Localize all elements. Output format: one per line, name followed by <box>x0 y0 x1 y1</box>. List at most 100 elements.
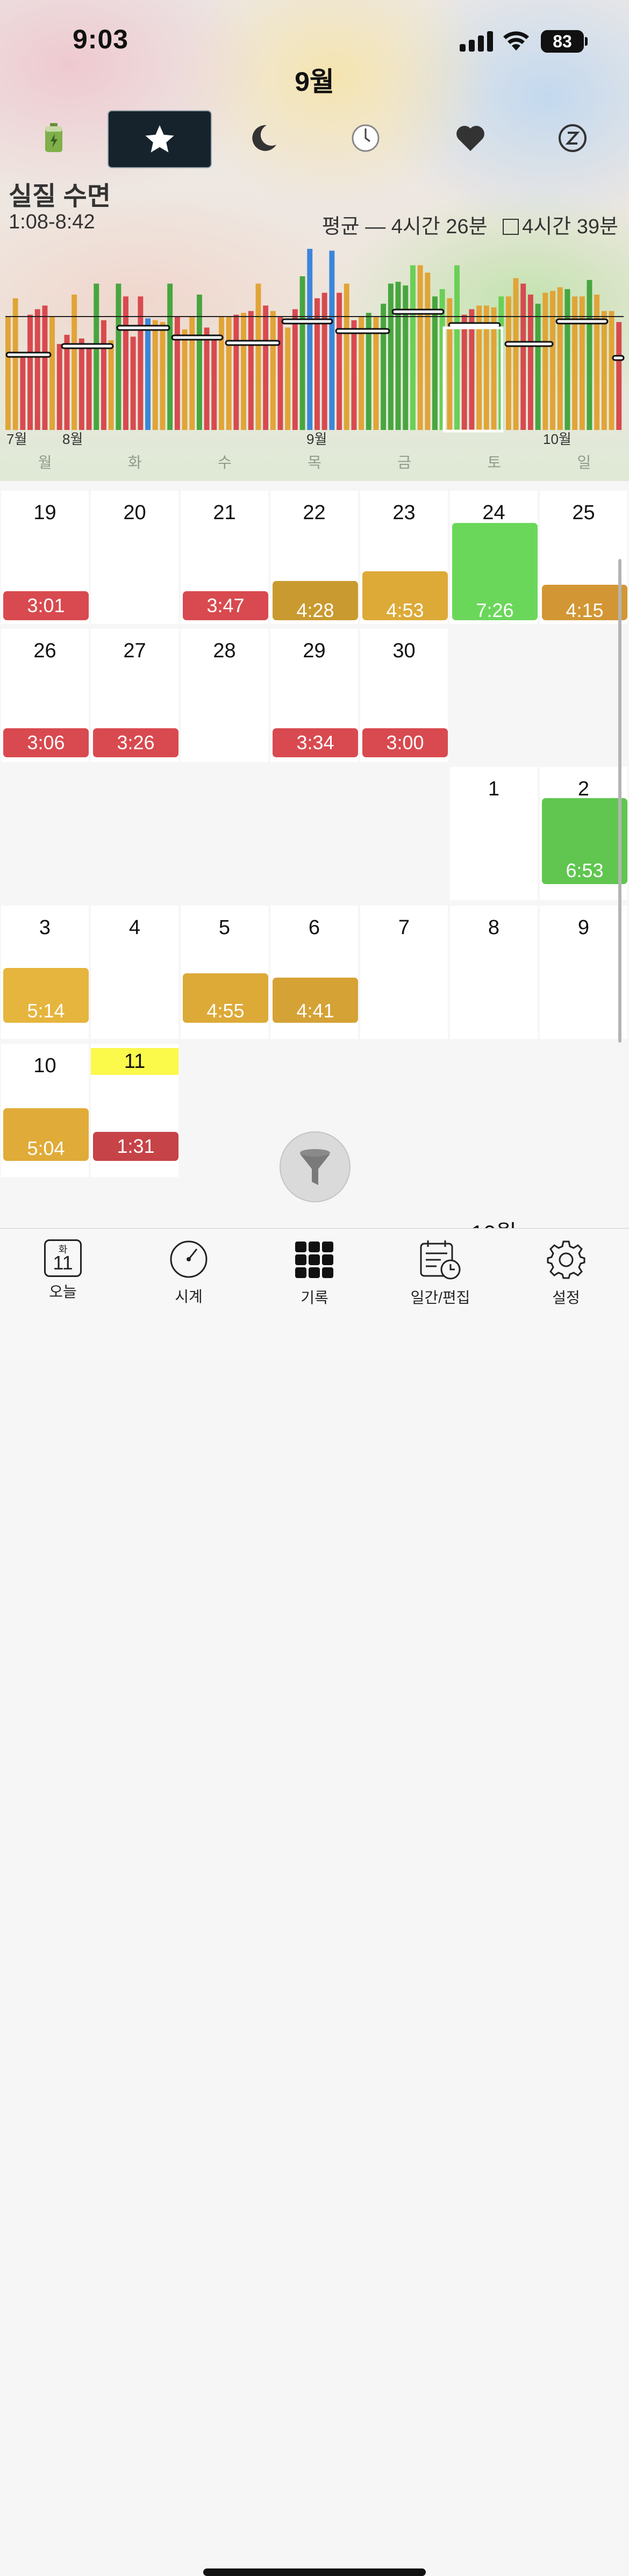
day-cell[interactable]: 29 3:34 <box>270 629 358 762</box>
chart-bar <box>197 295 202 430</box>
tab-heart[interactable] <box>419 110 521 166</box>
chart-bar <box>381 304 387 430</box>
weekly-average-marker <box>116 325 170 331</box>
day-number: 19 <box>33 501 56 524</box>
day-cell[interactable]: 3 5:14 <box>1 906 89 1039</box>
scrollbar[interactable] <box>618 559 621 1043</box>
day-cell[interactable]: 6 4:41 <box>270 906 358 1039</box>
day-cell[interactable]: 5 4:55 <box>181 906 268 1039</box>
day-number: 6 <box>308 916 320 939</box>
heart-icon <box>456 126 484 151</box>
tab-daily-edit[interactable]: 일간/편집 <box>377 1239 503 1308</box>
tab-records[interactable]: 기록 <box>252 1239 377 1308</box>
average-value: 4시간 26분 <box>391 216 488 238</box>
weekly-average-marker <box>391 308 445 315</box>
day-cell[interactable]: 21 3:47 <box>181 491 268 624</box>
tab-energy[interactable] <box>3 110 105 166</box>
chart-bar <box>395 282 401 430</box>
chart-bar <box>270 311 276 430</box>
tab-clock[interactable]: 시계 <box>126 1239 252 1307</box>
day-cell[interactable]: 22 4:28 <box>270 491 358 624</box>
calendar-clock-icon <box>420 1240 461 1280</box>
sleep-duration-bar: 4:55 <box>183 973 268 1023</box>
chart-bar <box>263 305 269 430</box>
chart-bar <box>72 295 77 430</box>
day-cell[interactable]: 28 <box>181 629 268 762</box>
chart-bar <box>64 335 70 430</box>
chart-bar <box>27 314 33 430</box>
day-cell[interactable]: 27 3:26 <box>91 629 178 762</box>
chart-bar <box>344 283 349 430</box>
weekly-average-marker <box>281 318 333 325</box>
day-cell[interactable]: 25 4:15 <box>540 491 627 624</box>
chart-bar <box>351 320 357 430</box>
chart-bar <box>78 338 84 430</box>
chart-title: 실질 수면 <box>9 182 111 211</box>
day-cell[interactable]: 4 <box>91 906 178 1039</box>
chart-bar <box>226 317 232 430</box>
chart-bar <box>528 295 533 430</box>
chart-bar <box>321 292 327 430</box>
gauge-icon <box>170 1240 208 1278</box>
day-cell[interactable]: 7 <box>360 906 448 1039</box>
chart-month-label: 7월 <box>6 431 27 446</box>
funnel-icon <box>300 1149 330 1185</box>
sleep-duration-bar: 4:53 <box>362 571 448 621</box>
day-cell[interactable]: 8 <box>450 906 538 1039</box>
chart-bar <box>56 344 62 430</box>
chart-bar <box>454 265 460 430</box>
day-number: 24 <box>482 501 505 524</box>
tab-sleep[interactable] <box>212 110 314 166</box>
day-number: 28 <box>213 640 236 662</box>
day-number: 7 <box>398 916 410 939</box>
status-time: 9:03 <box>73 24 129 54</box>
home-indicator <box>203 2568 426 2576</box>
chart-bar <box>447 298 453 430</box>
average-line-icon: — <box>365 216 386 238</box>
day-number: 22 <box>303 501 326 524</box>
tab-today-label: 오늘 <box>49 1283 77 1300</box>
sleep-chart[interactable]: 7월 8월 9월 10월 <box>0 231 629 446</box>
chart-bar <box>285 327 291 430</box>
tab-snore[interactable] <box>521 110 624 166</box>
chart-bar <box>145 318 151 430</box>
chart-bar <box>329 250 335 430</box>
sleep-duration-bar: 3:47 <box>183 591 268 620</box>
day-cell[interactable]: 26 3:06 <box>1 629 89 762</box>
day-number: 8 <box>488 916 500 939</box>
tab-clock-label: 시계 <box>175 1288 203 1305</box>
day-cell[interactable]: 24 7:26 <box>450 491 538 624</box>
chart-bar <box>277 317 283 430</box>
day-cell[interactable]: 30 3:00 <box>360 629 448 762</box>
selected-week-highlight[interactable] <box>442 326 504 433</box>
chart-bar <box>233 314 239 430</box>
filter-button[interactable] <box>280 1131 351 1202</box>
day-number: 4 <box>128 916 141 939</box>
day-cell[interactable]: 20 <box>91 491 178 624</box>
tab-today[interactable]: 화 11 오늘 <box>0 1239 126 1302</box>
day-cell[interactable]: 19 3:01 <box>1 491 89 624</box>
chart-bar <box>461 314 467 430</box>
day-cell-today[interactable]: 11 1:31 <box>91 1044 178 1177</box>
day-cell[interactable]: 23 4:53 <box>360 491 448 624</box>
chart-bar <box>12 298 18 430</box>
weekday-thu: 목 <box>308 454 321 471</box>
day-cell[interactable]: 2 6:53 <box>540 767 627 900</box>
day-cell[interactable]: 10 5:04 <box>1 1044 89 1177</box>
chart-bar <box>535 304 541 430</box>
chart-bar <box>182 329 188 430</box>
day-cell[interactable]: 9 <box>540 906 627 1039</box>
day-cell[interactable]: 1 <box>450 767 538 900</box>
chart-bar <box>616 322 622 430</box>
chart-bar <box>359 317 364 430</box>
chart-bar <box>204 327 210 430</box>
chart-bar <box>439 289 445 430</box>
day-number: 21 <box>213 501 236 524</box>
weekday-mon: 월 <box>38 454 52 471</box>
tab-settings[interactable]: 설정 <box>503 1239 629 1308</box>
weekday-wed: 수 <box>217 454 232 471</box>
chart-bar <box>138 296 144 430</box>
tab-time[interactable] <box>314 110 417 166</box>
chart-bar <box>572 296 578 430</box>
tab-quality[interactable] <box>108 110 212 168</box>
